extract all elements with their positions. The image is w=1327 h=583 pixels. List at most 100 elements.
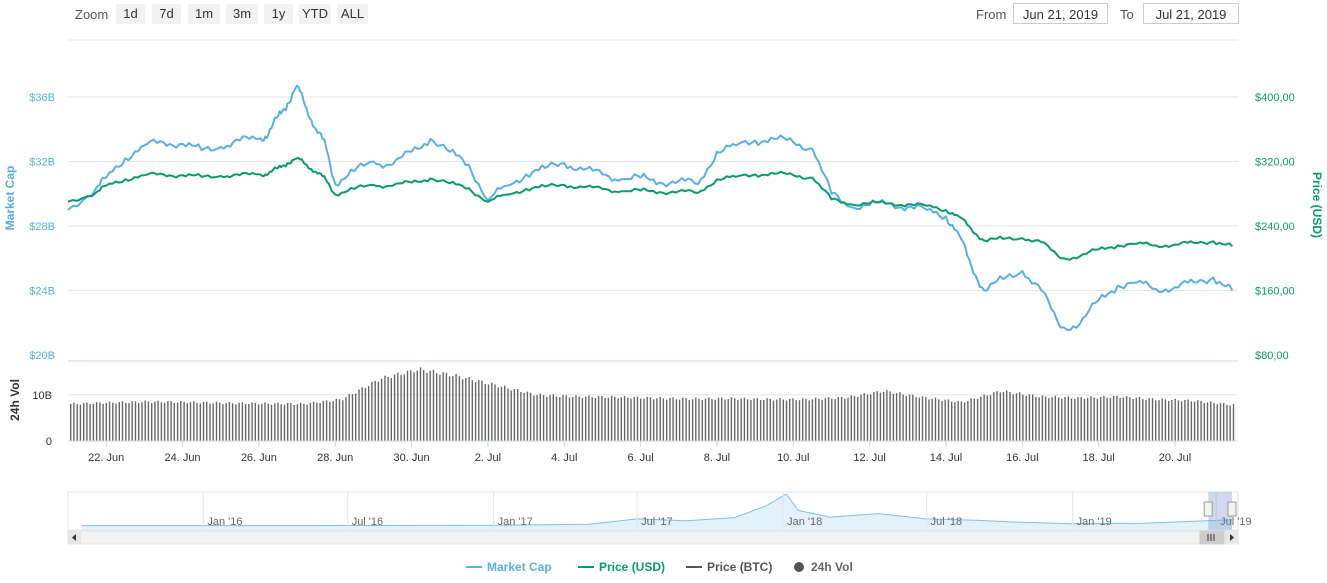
volume-bar — [325, 400, 328, 441]
volume-bar — [520, 392, 522, 441]
scrollbar-track[interactable] — [67, 530, 1239, 545]
volume-bar — [241, 402, 244, 441]
volume-bar — [750, 400, 752, 441]
y-left-tick-label: $32B — [29, 157, 55, 169]
volume-bar — [517, 389, 519, 441]
volume-bar — [847, 397, 849, 441]
volume-bar — [575, 395, 577, 441]
volume-bar — [1012, 394, 1014, 441]
volume-bar — [539, 393, 541, 441]
volume-bar — [439, 374, 441, 441]
x-tick-label: 30. Jun — [394, 452, 430, 464]
legend-item[interactable]: Market Cap — [466, 560, 552, 574]
volume-bar — [669, 398, 671, 441]
zoom-button-1y[interactable]: 1y — [264, 4, 293, 24]
volume-bar — [377, 381, 380, 441]
volume-bar — [779, 398, 781, 441]
grip-icon[interactable] — [1199, 530, 1225, 545]
x-tick-label: 18. Jul — [1082, 452, 1114, 464]
volume-bar — [283, 404, 286, 441]
volume-bar — [481, 380, 483, 441]
from-label: From — [976, 7, 1007, 22]
volume-bar — [546, 396, 548, 441]
volume-bar — [452, 376, 454, 441]
to-date-input[interactable]: Jul 21, 2019 — [1143, 3, 1239, 24]
volume-bar — [1041, 395, 1044, 441]
from-date-input[interactable]: Jun 21, 2019 — [1013, 3, 1108, 24]
volume-bar — [384, 375, 386, 441]
volume-bar — [802, 398, 804, 441]
navigator-handle[interactable] — [1203, 501, 1213, 517]
volume-bar — [163, 402, 166, 441]
volume-bar — [853, 395, 856, 441]
volume-bar — [691, 399, 694, 441]
legend-label: Market Cap — [487, 560, 552, 574]
volume-bar — [345, 397, 347, 441]
legend-marker — [794, 562, 804, 572]
volume-bar — [688, 400, 690, 441]
volume-bar — [115, 403, 117, 441]
volume-bar — [963, 402, 966, 441]
zoom-button-all[interactable]: ALL — [337, 4, 368, 24]
volume-bar — [1054, 395, 1056, 441]
volume-bar — [235, 404, 237, 441]
navigator[interactable]: Jan '16 Jul '16 Jan '17 Jul '17 Jan '18 Jul '… — [67, 491, 1252, 545]
volume-bar — [730, 397, 733, 441]
x-tick-label: 28. Jun — [317, 452, 353, 464]
volume-bar — [1148, 398, 1150, 441]
volume-bar — [1171, 400, 1173, 441]
legend-item[interactable]: Price (USD) — [578, 560, 665, 574]
volume-bar — [617, 398, 619, 441]
volume-bar — [1006, 390, 1008, 441]
volume-bar — [585, 396, 587, 441]
volume-bar — [468, 377, 470, 441]
volume-bar — [1158, 400, 1160, 441]
volume-bar — [698, 398, 700, 441]
volume-bar — [193, 401, 195, 441]
volume-bar — [390, 377, 392, 441]
volume-bar — [277, 402, 279, 441]
volume-bar — [251, 402, 253, 441]
volume-bar — [225, 403, 227, 441]
volume-bar — [257, 404, 260, 441]
navigator-handle[interactable] — [1227, 501, 1237, 517]
volume-bar — [653, 399, 655, 441]
zoom-button-1d[interactable]: 1d — [116, 4, 145, 24]
volume-bar — [776, 399, 778, 441]
volume-bar — [432, 369, 435, 441]
volume-bar — [970, 398, 972, 441]
navigator-tick-label: Jan '16 — [207, 516, 242, 528]
x-tick-label: 24. Jun — [164, 452, 200, 464]
volume-bar — [837, 397, 839, 441]
volume-bar — [1028, 394, 1031, 441]
volume-bar — [231, 403, 234, 441]
volume-bar — [335, 398, 337, 441]
volume-bar — [183, 401, 185, 441]
volume-bar — [332, 401, 334, 441]
x-tick-label: 6. Jul — [627, 452, 653, 464]
volume-bar — [1061, 398, 1063, 441]
volume-bar — [938, 399, 940, 441]
volume-bar — [743, 397, 746, 441]
volume-bar — [892, 393, 895, 441]
zoom-button-3m[interactable]: 3m — [226, 4, 258, 24]
legend-item[interactable]: Price (BTC) — [686, 560, 772, 574]
volume-bar — [1193, 401, 1196, 441]
volume-bar — [889, 391, 891, 441]
volume-bar — [134, 401, 137, 441]
x-tick-label: 8. Jul — [704, 452, 730, 464]
volume-bar — [808, 400, 810, 441]
volume-bar — [831, 398, 833, 441]
volume-bar — [290, 403, 292, 441]
zoom-button-1m[interactable]: 1m — [188, 4, 220, 24]
volume-bar — [1015, 393, 1018, 441]
volume-bar — [795, 400, 797, 441]
volume-bar — [542, 395, 545, 441]
zoom-button-7d[interactable]: 7d — [152, 4, 181, 24]
legend-item[interactable]: 24h Vol — [794, 560, 853, 574]
volume-bar — [144, 400, 146, 441]
zoom-button-ytd[interactable]: YTD — [299, 4, 331, 24]
volume-bar — [630, 398, 632, 441]
volume-bar — [1106, 397, 1108, 441]
